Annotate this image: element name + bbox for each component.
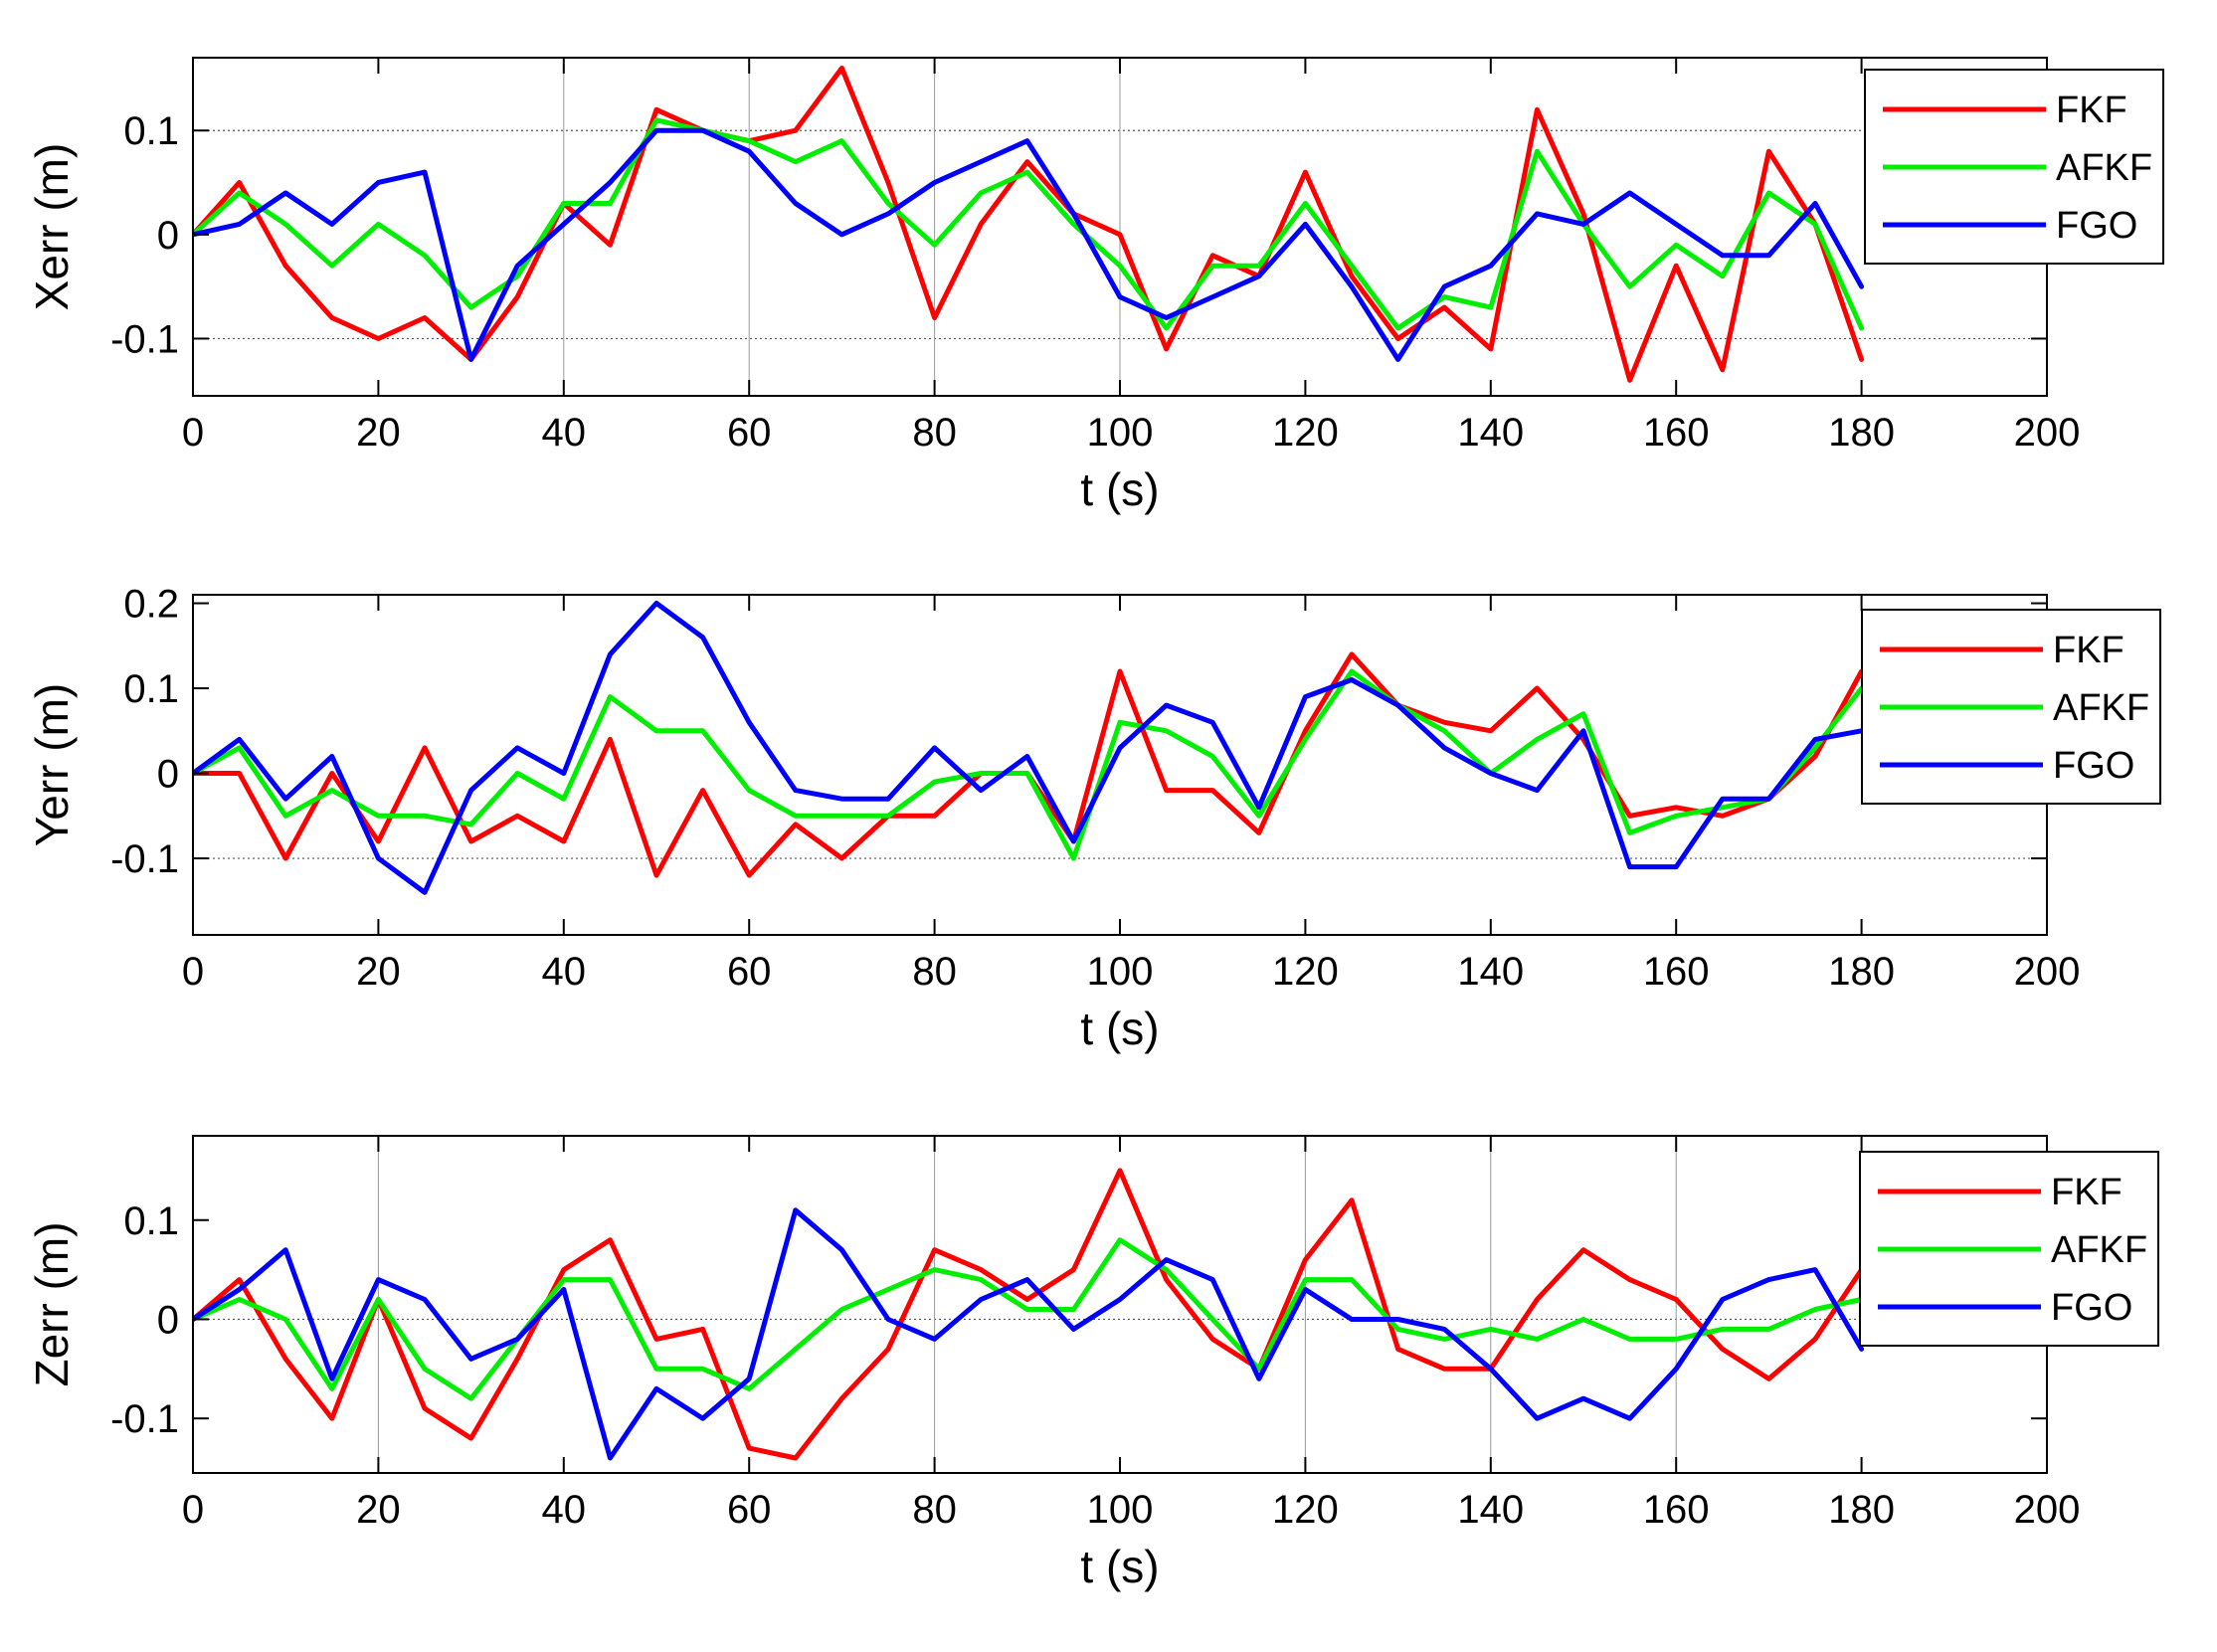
x-tick-label: 120 — [1272, 950, 1339, 994]
x-tick-label: 0 — [182, 411, 204, 455]
x-tick-label: 100 — [1087, 950, 1154, 994]
series-line-fgo — [193, 601, 1865, 895]
x-tick-label: 160 — [1643, 1488, 1710, 1532]
legend-label-fkf: FKF — [2053, 630, 2125, 671]
x-tick-label: 200 — [2014, 411, 2081, 455]
x-tick-label: 60 — [727, 1488, 772, 1532]
x-tick-label: 140 — [1457, 411, 1524, 455]
y-tick-label: 0.1 — [123, 1199, 179, 1243]
x-tick-label: 80 — [912, 411, 957, 455]
x-tick-label: 100 — [1087, 411, 1154, 455]
x-tick-label: 60 — [727, 411, 772, 455]
y-tick-label: 0.2 — [123, 583, 179, 627]
x-tick-label: 120 — [1272, 1488, 1339, 1532]
series-line-fgo — [193, 1207, 1865, 1461]
legend-label-fkf: FKF — [2056, 90, 2127, 131]
x-tick-label: 0 — [182, 950, 204, 994]
plot-area — [193, 1136, 2047, 1473]
x-tick-label: 80 — [912, 950, 957, 994]
legend: FKF AFKF FGO — [1859, 1151, 2159, 1347]
y-tick-label: 0 — [157, 1298, 179, 1342]
x-axis-label: t (s) — [1080, 1003, 1159, 1054]
x-axis-label: t (s) — [1080, 463, 1159, 515]
y-axis-label: Xerr (m) — [26, 143, 78, 311]
x-tick-label: 200 — [2014, 1488, 2081, 1532]
x-tick-label: 180 — [1828, 1488, 1895, 1532]
panel-1: 0 20 40 60 80 100 120 140 160 180 200 -0.1 0 0.1 t (s)… — [26, 57, 2164, 515]
y-tick-label: 0 — [157, 214, 179, 258]
x-tick-label: 160 — [1643, 411, 1710, 455]
x-tick-label: 140 — [1457, 1488, 1524, 1532]
x-axis-label: t (s) — [1080, 1541, 1159, 1592]
legend-label-fgo: FGO — [2053, 745, 2134, 787]
y-tick-label: 0 — [157, 753, 179, 797]
x-tick-label: 40 — [542, 950, 587, 994]
y-tick-label: 0.1 — [123, 667, 179, 711]
series-line-afkf — [193, 1237, 1865, 1401]
y-tick-label: -0.1 — [110, 1397, 179, 1441]
y-axis-label: Zerr (m) — [26, 1221, 78, 1386]
series-line-fkf — [193, 1168, 1865, 1461]
x-tick-label: 60 — [727, 950, 772, 994]
series-line-afkf — [193, 668, 1865, 861]
x-tick-label: 120 — [1272, 411, 1339, 455]
x-tick-label: 160 — [1643, 950, 1710, 994]
legend-label-afkf: AFKF — [2053, 687, 2149, 729]
legend-label-fgo: FGO — [2056, 205, 2137, 247]
legend-label-afkf: AFKF — [2051, 1229, 2147, 1271]
x-tick-label: 40 — [542, 411, 587, 455]
x-tick-label: 40 — [542, 1488, 587, 1532]
x-tick-label: 80 — [912, 1488, 957, 1532]
x-tick-label: 20 — [356, 950, 401, 994]
legend-label-fkf: FKF — [2051, 1172, 2123, 1213]
x-tick-label: 200 — [2014, 950, 2081, 994]
panel-2: 0 20 40 60 80 100 120 140 160 180 200 -0.1 0 0.1 0.2 t … — [26, 583, 2161, 1054]
y-axis-label: Yerr (m) — [26, 683, 78, 846]
x-tick-label: 180 — [1828, 950, 1895, 994]
x-tick-label: 100 — [1087, 1488, 1154, 1532]
x-tick-label: 140 — [1457, 950, 1524, 994]
x-tick-label: 0 — [182, 1488, 204, 1532]
x-tick-label: 20 — [356, 1488, 401, 1532]
x-tick-label: 20 — [356, 411, 401, 455]
x-tick-label: 180 — [1828, 411, 1895, 455]
y-tick-label: -0.1 — [110, 317, 179, 361]
y-tick-label: -0.1 — [110, 837, 179, 881]
legend-label-fgo: FGO — [2051, 1287, 2132, 1329]
legend-label-afkf: AFKF — [2056, 147, 2152, 189]
legend: FKF AFKF FGO — [1864, 69, 2164, 265]
y-tick-label: 0.1 — [123, 109, 179, 153]
plot-area — [193, 595, 2047, 935]
legend: FKF AFKF FGO — [1861, 609, 2161, 805]
panel-3: 0 20 40 60 80 100 120 140 160 180 200 -0.1 0 0.1 t (s)… — [26, 1135, 2159, 1592]
series-line-fgo — [193, 127, 1865, 362]
